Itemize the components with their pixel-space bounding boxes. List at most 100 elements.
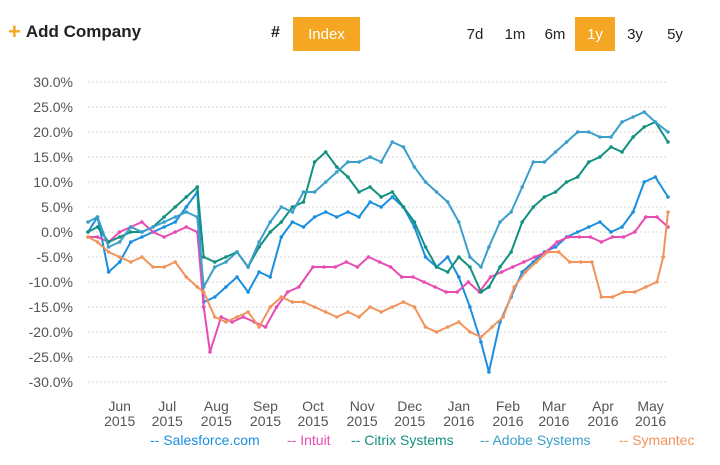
legend-item[interactable]: -- Intuit (287, 432, 331, 448)
data-point (162, 235, 166, 239)
data-point (140, 255, 144, 259)
data-point (335, 315, 339, 319)
data-point (422, 280, 426, 284)
data-point (322, 265, 326, 269)
x-tick-year: 2015 (104, 413, 135, 429)
data-point (129, 240, 133, 244)
data-point (95, 215, 100, 219)
data-point (610, 295, 615, 299)
data-point (301, 300, 306, 304)
index-toggle-button[interactable]: Index (293, 17, 360, 51)
data-point (599, 240, 604, 244)
data-point (423, 245, 428, 249)
data-point (173, 230, 177, 234)
add-company-button[interactable]: + Add Company (8, 19, 142, 44)
data-point (564, 140, 569, 144)
data-point (279, 295, 284, 299)
y-tick-label: -15.0% (29, 299, 73, 315)
data-point (632, 290, 637, 294)
data-point (466, 280, 471, 284)
x-tick-year: 2015 (152, 413, 183, 429)
data-point (117, 260, 122, 264)
data-point (151, 230, 155, 234)
data-point (499, 270, 504, 274)
toolbar: + Add Company # Index 7d 1m 6m 1y 3y 5y (0, 0, 720, 62)
data-point (609, 135, 613, 139)
x-tick-month: Jan (448, 398, 471, 414)
data-point (257, 325, 261, 329)
data-point (279, 220, 284, 224)
data-point (235, 315, 239, 319)
data-point (434, 190, 439, 194)
data-point (488, 275, 493, 279)
x-tick-month: Feb (496, 398, 520, 414)
range-5y-button[interactable]: 5y (667, 25, 683, 43)
data-point (297, 285, 301, 289)
range-7d-button[interactable]: 7d (466, 25, 484, 43)
data-point (86, 235, 90, 239)
data-point (195, 215, 200, 219)
data-point (357, 215, 361, 219)
x-tick-month: Nov (350, 398, 375, 414)
y-tick-label: 20.0% (33, 124, 73, 140)
data-point (368, 200, 372, 204)
data-point (412, 165, 417, 169)
data-point (285, 290, 290, 294)
plus-icon: + (8, 19, 21, 44)
data-point (445, 270, 450, 274)
data-point (290, 300, 295, 304)
data-point (520, 220, 524, 224)
hash-toggle[interactable]: # (271, 24, 280, 41)
data-point (501, 315, 506, 319)
range-6m-button[interactable]: 6m (544, 25, 566, 43)
data-point (312, 160, 317, 164)
range-3y-button[interactable]: 3y (627, 25, 643, 43)
data-point (379, 310, 384, 314)
data-point (400, 275, 404, 279)
data-point (579, 260, 583, 264)
data-point (555, 240, 559, 244)
data-point (208, 350, 212, 354)
data-point (498, 265, 502, 269)
data-point (323, 150, 328, 154)
data-point (184, 210, 189, 214)
data-point (575, 130, 580, 134)
data-point (195, 285, 200, 289)
x-tick-month: Oct (302, 398, 324, 414)
data-point (301, 190, 306, 194)
data-point (522, 260, 526, 264)
data-point (162, 225, 166, 229)
data-point (106, 250, 111, 254)
data-point (575, 230, 580, 234)
data-point (355, 265, 360, 269)
add-company-label: Add Company (25, 22, 142, 41)
data-point (140, 235, 144, 239)
x-tick-year: 2015 (250, 413, 281, 429)
data-point (201, 285, 206, 289)
range-1y-button[interactable]: 1y (575, 17, 615, 51)
x-tick-year: 2015 (347, 413, 378, 429)
data-point (213, 260, 217, 264)
data-point (445, 325, 450, 329)
data-point (577, 235, 582, 239)
data-point (213, 295, 217, 299)
data-point (445, 255, 450, 259)
data-point (86, 220, 90, 224)
range-1m-button[interactable]: 1m (504, 25, 526, 43)
data-point (621, 290, 626, 294)
data-point (590, 260, 594, 264)
legend-item[interactable]: -- Symantec (619, 432, 695, 448)
data-point (598, 220, 602, 224)
data-point (401, 145, 406, 149)
data-point (457, 220, 461, 224)
data-point (545, 250, 550, 254)
legend-item[interactable]: -- Citrix Systems (351, 432, 454, 448)
data-point (346, 310, 350, 314)
legend-item[interactable]: -- Salesforce.com (150, 432, 260, 448)
data-point (423, 180, 428, 184)
data-point (377, 260, 382, 264)
data-point (323, 180, 328, 184)
data-point (230, 320, 234, 324)
data-point (653, 120, 658, 124)
legend-item[interactable]: -- Adobe Systems (480, 432, 591, 448)
